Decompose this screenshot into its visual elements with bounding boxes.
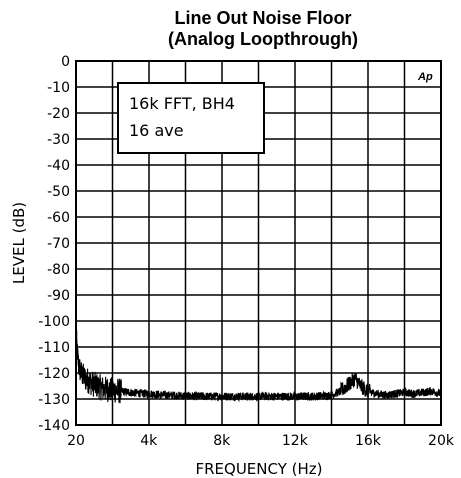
plot-frame xyxy=(75,60,442,426)
data-point xyxy=(184,395,187,397)
data-point xyxy=(421,391,424,394)
y-tick-label: 0 xyxy=(61,54,70,70)
data-point xyxy=(294,395,296,398)
y-tick-label: -90 xyxy=(47,288,70,304)
data-point xyxy=(76,354,79,356)
data-point xyxy=(312,395,314,398)
data-point xyxy=(166,394,168,396)
data-point xyxy=(275,395,278,398)
y-tick-label: -60 xyxy=(47,210,70,226)
y-tick-label: -40 xyxy=(47,158,70,174)
x-tick-labels: 20 4k 8k 12k 16k 20k xyxy=(67,433,455,449)
y-axis-label: LEVEL (dB) xyxy=(10,202,28,284)
data-point xyxy=(82,374,84,377)
data-point xyxy=(80,372,82,374)
y-tick-label: -50 xyxy=(47,184,70,200)
annotation-box: 16k FFT, BH4 16 ave xyxy=(117,82,265,154)
data-point xyxy=(220,395,223,398)
data-point xyxy=(376,393,378,395)
data-point xyxy=(77,361,80,364)
chart-subtitle: (Analog Loopthrough) xyxy=(168,29,358,49)
y-tick-label: -120 xyxy=(38,366,70,382)
y-tick-label: -10 xyxy=(47,80,70,96)
data-point xyxy=(385,394,387,396)
x-tick-label: 16k xyxy=(355,433,382,449)
y-tick-label: -70 xyxy=(47,236,70,252)
data-point xyxy=(83,377,86,380)
y-tick-label: -80 xyxy=(47,262,70,278)
noise-trace-line xyxy=(75,322,442,404)
y-tick-label: -20 xyxy=(47,106,70,122)
data-point xyxy=(354,377,356,380)
y-tick-label: -140 xyxy=(38,418,70,434)
y-tick-label: -130 xyxy=(38,392,70,408)
data-point xyxy=(431,390,433,393)
y-tick-label: -100 xyxy=(38,314,70,330)
data-point xyxy=(403,391,406,394)
data-point xyxy=(87,380,90,382)
data-point xyxy=(257,395,260,398)
data-point xyxy=(367,390,369,393)
x-tick-label: 8k xyxy=(213,433,231,449)
data-point xyxy=(102,387,104,390)
y-tick-label: -110 xyxy=(38,340,70,356)
annotation-frame xyxy=(117,82,265,154)
y-tick-labels: 0 -10 -20 -30 -40 -50 -60 -70 -80 -90 -100 -110 -120… xyxy=(38,54,70,434)
data-point xyxy=(239,395,241,398)
noise-trace xyxy=(75,322,442,404)
data-point xyxy=(129,391,132,394)
data-point xyxy=(412,393,415,395)
data-point xyxy=(339,390,342,393)
data-point xyxy=(202,395,205,398)
data-point xyxy=(91,382,93,385)
ap-logo: Ap xyxy=(417,71,433,83)
data-point xyxy=(96,385,99,387)
x-tick-label: 20 xyxy=(67,433,85,449)
chart-title: Line Out Noise Floor xyxy=(174,8,351,28)
data-point xyxy=(147,393,150,395)
data-point xyxy=(394,393,397,395)
x-tick-label: 4k xyxy=(140,433,158,449)
x-tick-label: 20k xyxy=(428,433,455,449)
data-point xyxy=(359,385,362,387)
x-tick-label: 12k xyxy=(282,433,309,449)
data-point xyxy=(330,394,333,396)
y-tick-label: -30 xyxy=(47,132,70,148)
data-point xyxy=(120,390,123,393)
data-point xyxy=(78,367,81,369)
annotation-line-2: 16 ave xyxy=(129,121,184,140)
data-point xyxy=(111,389,113,391)
x-axis-label: FREQUENCY (Hz) xyxy=(195,460,322,478)
data-point xyxy=(138,392,141,395)
annotation-line-1: 16k FFT, BH4 xyxy=(129,94,235,113)
data-point xyxy=(348,382,351,385)
